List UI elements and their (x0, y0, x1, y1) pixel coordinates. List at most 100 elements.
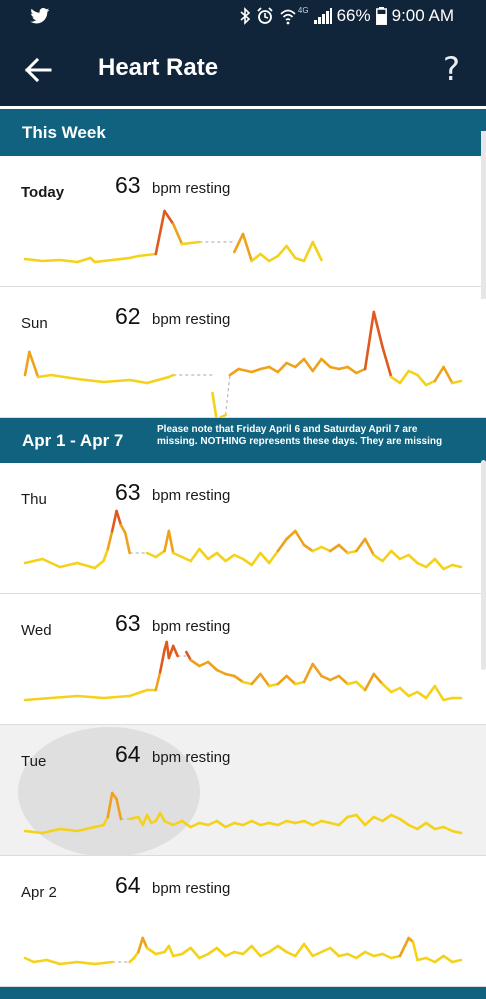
heart-rate-trace-segment (250, 367, 262, 374)
heart-rate-trace-segment (58, 258, 79, 264)
heart-rate-trace-segment (424, 684, 437, 700)
heart-rate-trace-segment (337, 952, 349, 958)
heart-rate-trace-segment (407, 553, 419, 565)
day-row-sun[interactable]: Sun 62 bpm resting (0, 287, 486, 423)
section-header-this-week: This Week (0, 109, 486, 156)
heart-rate-sparkline (23, 509, 463, 571)
heart-rate-trace-segment (115, 797, 123, 821)
resting-bpm-value: 64 (115, 872, 141, 898)
heart-rate-trace-segment (302, 240, 315, 263)
day-row-today[interactable]: Today 63 bpm resting (0, 156, 486, 287)
heart-rate-trace-segment (206, 551, 219, 561)
heart-rate-trace-segment (311, 240, 323, 262)
bluetooth-icon (240, 7, 251, 25)
heart-rate-trace-segment (102, 694, 131, 700)
heart-rate-trace-segment (206, 660, 219, 672)
heart-rate-trace-segment (285, 950, 297, 958)
heart-rate-trace-segment (58, 960, 79, 966)
heart-rate-trace-segment (355, 813, 367, 827)
heart-rate-trace-segment (36, 373, 53, 379)
edge-panel-handle[interactable] (481, 460, 486, 670)
heart-rate-trace-segment (241, 944, 254, 956)
day-row-tue[interactable]: Tue 64 bpm resting (0, 725, 486, 857)
day-row-thu[interactable]: Thu 63 bpm resting (0, 463, 486, 594)
clock: 9:00 AM (391, 6, 454, 25)
heart-rate-trace-segment (93, 258, 114, 264)
heart-rate-trace-segment (259, 950, 271, 958)
alarm-icon (257, 7, 273, 24)
heart-rate-trace-segment (328, 543, 341, 553)
heart-rate-trace-segment (163, 529, 171, 553)
heart-rate-trace-segment (93, 960, 114, 966)
day-label: Wed (21, 622, 52, 639)
heart-rate-trace-segment (433, 684, 445, 702)
heart-rate-trace-segment (128, 378, 149, 385)
heart-rate-trace-segment (276, 361, 288, 374)
heart-rate-trace-segment (45, 958, 62, 966)
heart-rate-trace-segment (128, 688, 149, 698)
heart-rate-trace-segment (215, 551, 227, 563)
heart-rate-trace-segment (337, 365, 349, 371)
heart-rate-trace-segment (416, 821, 428, 831)
heart-rate-sparkline (23, 936, 463, 966)
section-note: Please note that Friday April 6 and Satu… (157, 424, 443, 447)
heart-rate-trace-segment (302, 543, 315, 553)
heart-rate-trace-segment (372, 553, 384, 563)
heart-rate-trace-segment (93, 559, 105, 570)
heart-rate-trace-segment (267, 682, 280, 688)
day-label: Today (21, 184, 65, 201)
heart-rate-trace-segment (294, 357, 306, 369)
day-label: Thu (21, 491, 47, 508)
heart-rate-trace-segment (355, 950, 367, 960)
heart-rate-trace-segment (215, 946, 227, 958)
heart-rate-trace-segment (320, 357, 332, 369)
next-section-header (0, 987, 486, 999)
heart-rate-trace-segment (285, 674, 297, 686)
heart-rate-trace-segment (389, 954, 402, 960)
battery-percent: 66% (336, 6, 371, 25)
heart-rate-trace-segment (328, 821, 341, 827)
back-arrow-icon[interactable] (22, 54, 54, 86)
heart-rate-trace-segment (398, 936, 410, 958)
heart-rate-trace-segment (250, 819, 262, 827)
heart-rate-trace-segment (372, 672, 384, 686)
heart-rate-trace-segment (241, 232, 254, 263)
heart-rate-trace-segment (110, 256, 131, 262)
heart-rate-trace-segment (450, 379, 463, 385)
heart-rate-trace-segment (311, 545, 323, 553)
day-row-wed[interactable]: Wed 63 bpm resting (0, 594, 486, 725)
heart-rate-trace-segment (442, 696, 454, 702)
heart-rate-trace-segment (250, 551, 262, 567)
heart-rate-trace-segment (328, 365, 341, 371)
heart-rate-trace-segment (189, 946, 201, 960)
heart-rate-trace-segment (416, 956, 428, 962)
heart-rate-trace-segment (250, 252, 262, 263)
heart-rate-trace-segment (276, 244, 288, 258)
heart-rate-trace-segment (41, 827, 62, 835)
heart-rate-trace-segment (285, 361, 297, 369)
heart-rate-trace-segment (398, 369, 410, 385)
heart-rate-trace-segment (363, 672, 376, 692)
heart-rate-trace-segment (171, 551, 184, 559)
heart-rate-trace-segment (389, 686, 402, 694)
day-row-apr-2[interactable]: Apr 2 64 bpm resting (0, 856, 486, 987)
heart-rate-trace-segment (93, 823, 105, 829)
touch-ripple (18, 727, 200, 857)
heart-rate-sparkline (23, 791, 463, 835)
heart-rate-trace-segment (407, 690, 419, 698)
heart-rate-trace-segment (198, 821, 210, 827)
heart-rate-trace-segment (250, 672, 262, 686)
heart-rate-trace-segment (442, 563, 454, 571)
heart-rate-trace-segment (102, 547, 110, 563)
heart-rate-trace-segment (259, 365, 271, 371)
heart-rate-trace-segment (145, 375, 171, 385)
heart-rate-trace-segment (311, 819, 323, 827)
help-button[interactable]: ? (443, 50, 460, 88)
scrollbar-thumb[interactable] (481, 131, 486, 299)
heart-rate-trace-segment (398, 553, 410, 561)
heart-rate-trace-segment (41, 557, 62, 569)
heart-rate-trace-segment (363, 815, 376, 827)
heart-rate-trace-segment (302, 942, 315, 958)
heart-rate-trace-segment (416, 561, 428, 569)
heart-rate-trace-segment (145, 551, 158, 559)
